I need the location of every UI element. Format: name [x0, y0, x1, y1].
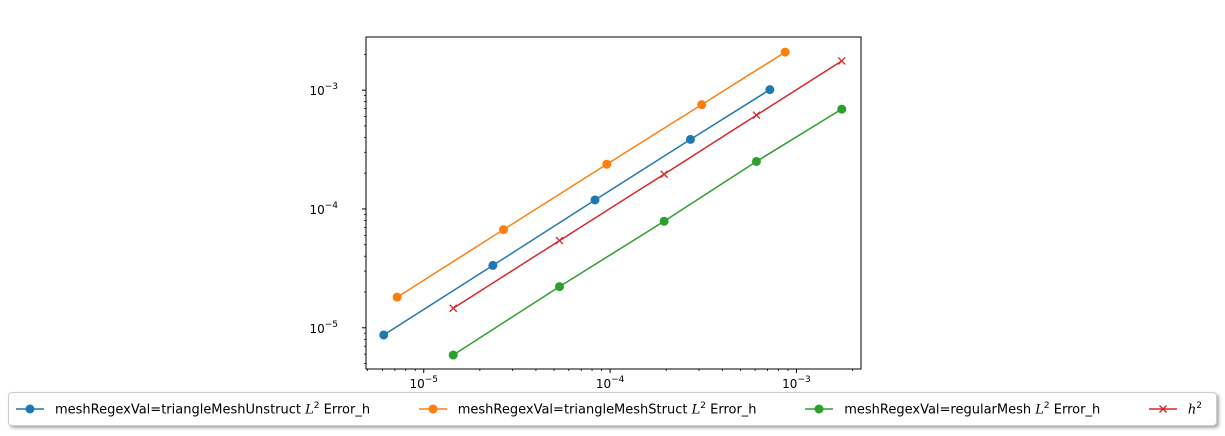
series-2	[448, 104, 847, 360]
data-point	[660, 170, 669, 179]
legend-label-prefix: meshRegexVal=regularMesh	[844, 402, 1036, 418]
series-3	[449, 57, 846, 313]
plot-area	[366, 37, 861, 369]
data-point	[837, 104, 847, 114]
legend-label: meshRegexVal=regularMesh L2 Error_h	[844, 401, 1100, 417]
data-point	[751, 156, 761, 166]
legend-swatch	[418, 404, 447, 414]
x-tick-label: 10−5	[409, 375, 438, 391]
data-point	[379, 330, 389, 340]
legend-label-prefix: meshRegexVal=triangleMeshStruct	[457, 402, 692, 418]
legend-label-sup: 2	[700, 400, 706, 411]
series-0	[379, 85, 775, 340]
legend-label-suffix: Error_h	[319, 402, 371, 418]
series-1	[392, 47, 790, 302]
legend-item-0: meshRegexVal=triangleMeshUnstruct L2 Err…	[15, 401, 370, 417]
x-tick-label: 10−4	[596, 375, 625, 391]
data-point	[449, 304, 458, 313]
data-point	[392, 292, 402, 302]
data-point	[752, 111, 761, 120]
legend: meshRegexVal=triangleMeshUnstruct L2 Err…	[8, 392, 1217, 426]
data-point	[659, 216, 669, 226]
legend-item-3: h2	[1148, 401, 1202, 417]
legend-label-math: L	[691, 402, 701, 418]
y-tick-exponent: −3	[325, 82, 338, 92]
data-point	[555, 236, 564, 245]
y-tick-label: 10−3	[309, 82, 338, 98]
y-tick-exponent: −5	[325, 320, 338, 330]
legend-label-prefix: meshRegexVal=triangleMeshUnstruct	[55, 402, 306, 418]
x-tick-exponent: −3	[797, 375, 810, 385]
legend-swatch	[805, 404, 834, 414]
data-point	[685, 134, 695, 144]
series-group	[379, 47, 847, 360]
legend-label: meshRegexVal=triangleMeshUnstruct L2 Err…	[55, 401, 370, 417]
legend-label-sup: 2	[1043, 400, 1050, 411]
data-point	[780, 47, 790, 57]
x-tick-exponent: −4	[611, 375, 625, 385]
legend-item-1: meshRegexVal=triangleMeshStruct L2 Error…	[418, 401, 757, 417]
x-tick-label: 10−3	[782, 375, 811, 391]
data-point	[448, 350, 458, 360]
legend-swatch	[16, 404, 44, 414]
y-tick-label: 10−5	[309, 320, 338, 336]
legend-label-math: L	[305, 402, 314, 418]
legend-label: meshRegexVal=triangleMeshStruct L2 Error…	[458, 401, 757, 417]
data-point	[765, 85, 775, 95]
x-tick-exponent: −5	[425, 375, 438, 385]
legend-label-sup: 2	[1196, 400, 1202, 411]
legend-swatch	[1148, 405, 1177, 413]
data-point	[488, 260, 498, 270]
data-point	[499, 225, 509, 235]
legend-label-math: h	[1187, 402, 1197, 418]
data-point	[554, 282, 564, 292]
legend-label: h2	[1188, 401, 1202, 417]
legend-label-suffix: Error_h	[1049, 402, 1101, 418]
y-tick-exponent: −4	[325, 201, 339, 211]
legend-label-suffix: Error_h	[705, 402, 757, 418]
data-point	[837, 57, 846, 65]
legend-label-sup: 2	[313, 400, 320, 411]
plot-frame	[365, 36, 862, 370]
data-point	[697, 100, 707, 110]
y-tick-label: 10−4	[309, 201, 338, 217]
data-point	[590, 195, 600, 205]
legend-item-2: meshRegexVal=regularMesh L2 Error_h	[804, 401, 1100, 417]
data-point	[602, 159, 612, 169]
legend-label-math: L	[1035, 402, 1044, 418]
